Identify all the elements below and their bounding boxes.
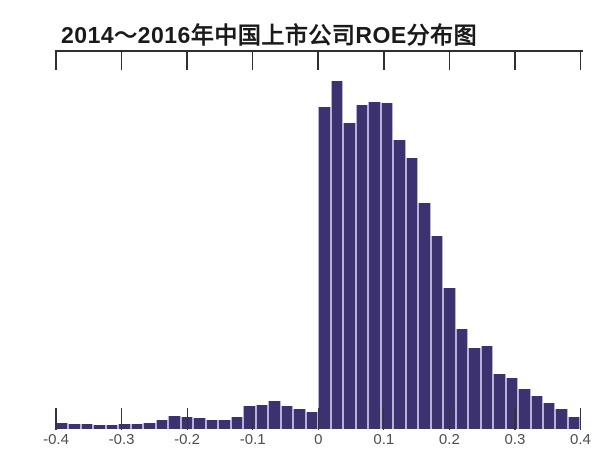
histogram-bar: [542, 402, 556, 430]
histogram-bar: [293, 408, 306, 430]
histogram-bar: [230, 416, 244, 430]
x-tick-label: 0.3: [504, 431, 526, 448]
histogram-bar: [205, 420, 219, 430]
x-tick-label: -0.1: [239, 431, 266, 448]
bottom-axis-tick: [120, 407, 123, 430]
histogram-bar: [405, 158, 419, 430]
histogram-bar: [355, 105, 369, 430]
histogram-bar: [318, 106, 331, 430]
histogram-bar: [555, 408, 568, 430]
histogram-bar: [530, 396, 543, 430]
histogram-bar: [468, 348, 481, 430]
top-axis-tick: [120, 50, 123, 70]
top-axis-tick: [383, 50, 385, 70]
histogram-bar: [430, 235, 444, 430]
histogram-bar: [268, 400, 281, 430]
histogram-bar: [105, 424, 119, 430]
bottom-axis-tick: [514, 407, 516, 430]
bottom-axis-tick: [448, 407, 450, 430]
histogram-bar: [505, 377, 519, 430]
histogram-bar: [305, 412, 319, 430]
histogram-bar: [393, 139, 406, 430]
bottom-axis-tick: [252, 407, 254, 430]
histogram-bar: [218, 419, 231, 430]
histogram-bar: [368, 101, 381, 430]
top-axis-line: [55, 50, 583, 52]
histogram-bar: [93, 424, 106, 430]
bottom-axis-tick: [317, 407, 319, 430]
x-tick-label: -0.4: [43, 431, 69, 448]
top-axis-tick: [317, 50, 319, 70]
histogram-bar: [380, 103, 394, 430]
top-axis-tick: [55, 50, 57, 70]
top-axis-tick: [579, 50, 582, 70]
histogram-bar: [243, 406, 256, 430]
histogram-bar: [118, 424, 131, 430]
x-tick-label: 0: [314, 431, 323, 448]
x-tick-label: 0.2: [438, 431, 460, 448]
top-axis-tick: [448, 50, 451, 70]
histogram-bar: [567, 416, 581, 430]
top-axis-tick: [186, 50, 188, 70]
bottom-axis-tick: [55, 407, 57, 430]
histogram-bar: [56, 422, 69, 430]
x-tick-label: -0.3: [108, 431, 135, 448]
histogram-bar: [518, 389, 531, 430]
histogram-bar: [480, 346, 494, 430]
top-axis-tick: [514, 50, 516, 70]
x-tick-label: 0.4: [570, 431, 591, 448]
histogram-bar: [443, 287, 456, 430]
histogram-bar: [130, 424, 144, 430]
top-axis-tick: [251, 50, 254, 70]
histogram-bar: [343, 123, 356, 430]
histogram-bar: [418, 203, 431, 430]
bottom-axis-tick: [186, 407, 188, 430]
bottom-axis-tick: [383, 407, 385, 430]
histogram-bar: [455, 329, 469, 430]
histogram-bar: [68, 424, 81, 430]
histogram-bar: [80, 424, 94, 430]
x-tick-label: 0.1: [373, 431, 395, 448]
histogram-bar: [255, 405, 269, 430]
histogram-bar: [168, 415, 181, 430]
histogram-bar: [143, 423, 156, 430]
histogram-bar: [193, 417, 206, 430]
histogram-bar: [493, 374, 506, 430]
bottom-axis-tick: [579, 407, 582, 430]
x-tick-label: -0.2: [174, 431, 201, 448]
histogram-bar: [155, 420, 169, 430]
chart-title: 2014～2016年中国上市公司ROE分布图: [61, 22, 478, 48]
histogram-bar: [280, 406, 294, 430]
histogram-bar: [330, 80, 344, 430]
